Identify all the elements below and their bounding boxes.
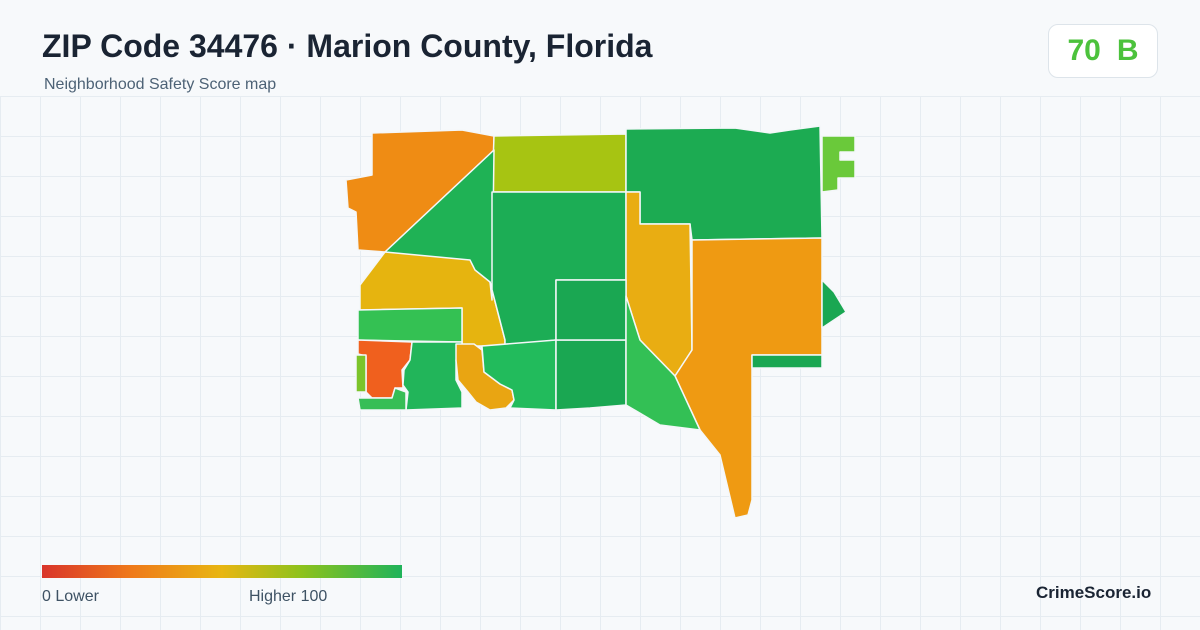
map-region-east-notch[interactable] [821,279,847,329]
score-badge: 70 B [1048,24,1158,78]
map-region-northwest[interactable] [345,129,495,253]
brand-logo-text[interactable]: CrimeScore.io [1036,583,1152,602]
map-region-south-green-1[interactable] [402,341,463,411]
map-region-southeast-wedge[interactable] [625,295,701,431]
page-subtitle: Neighborhood Safety Score map [44,76,277,93]
score-grade: B [1116,34,1139,67]
legend-gradient-bar [42,565,402,578]
map-region-north-central[interactable] [491,133,627,193]
header: ZIP Code 34476 · Marion County, Florida … [0,0,1200,96]
page-title: ZIP Code 34476 · Marion County, Florida [42,28,653,64]
map-region-south-central-upper[interactable] [555,279,627,341]
legend-low-label: 0 Lower [42,588,99,605]
map-region-northeast[interactable] [625,125,823,241]
map-region-far-northeast-strip[interactable] [821,135,856,193]
map-region-east-large[interactable] [674,237,823,519]
map-region-southwest-sliver[interactable] [355,354,367,393]
legend-high-label: Higher 100 [249,588,328,605]
score-value: 70 [1067,34,1101,67]
map-region-west-band[interactable] [357,307,463,343]
map-region-east-bottom-strip[interactable] [751,354,823,369]
map-region-south-bottom-strip[interactable] [357,387,407,411]
map-region-south-central[interactable] [555,339,627,411]
